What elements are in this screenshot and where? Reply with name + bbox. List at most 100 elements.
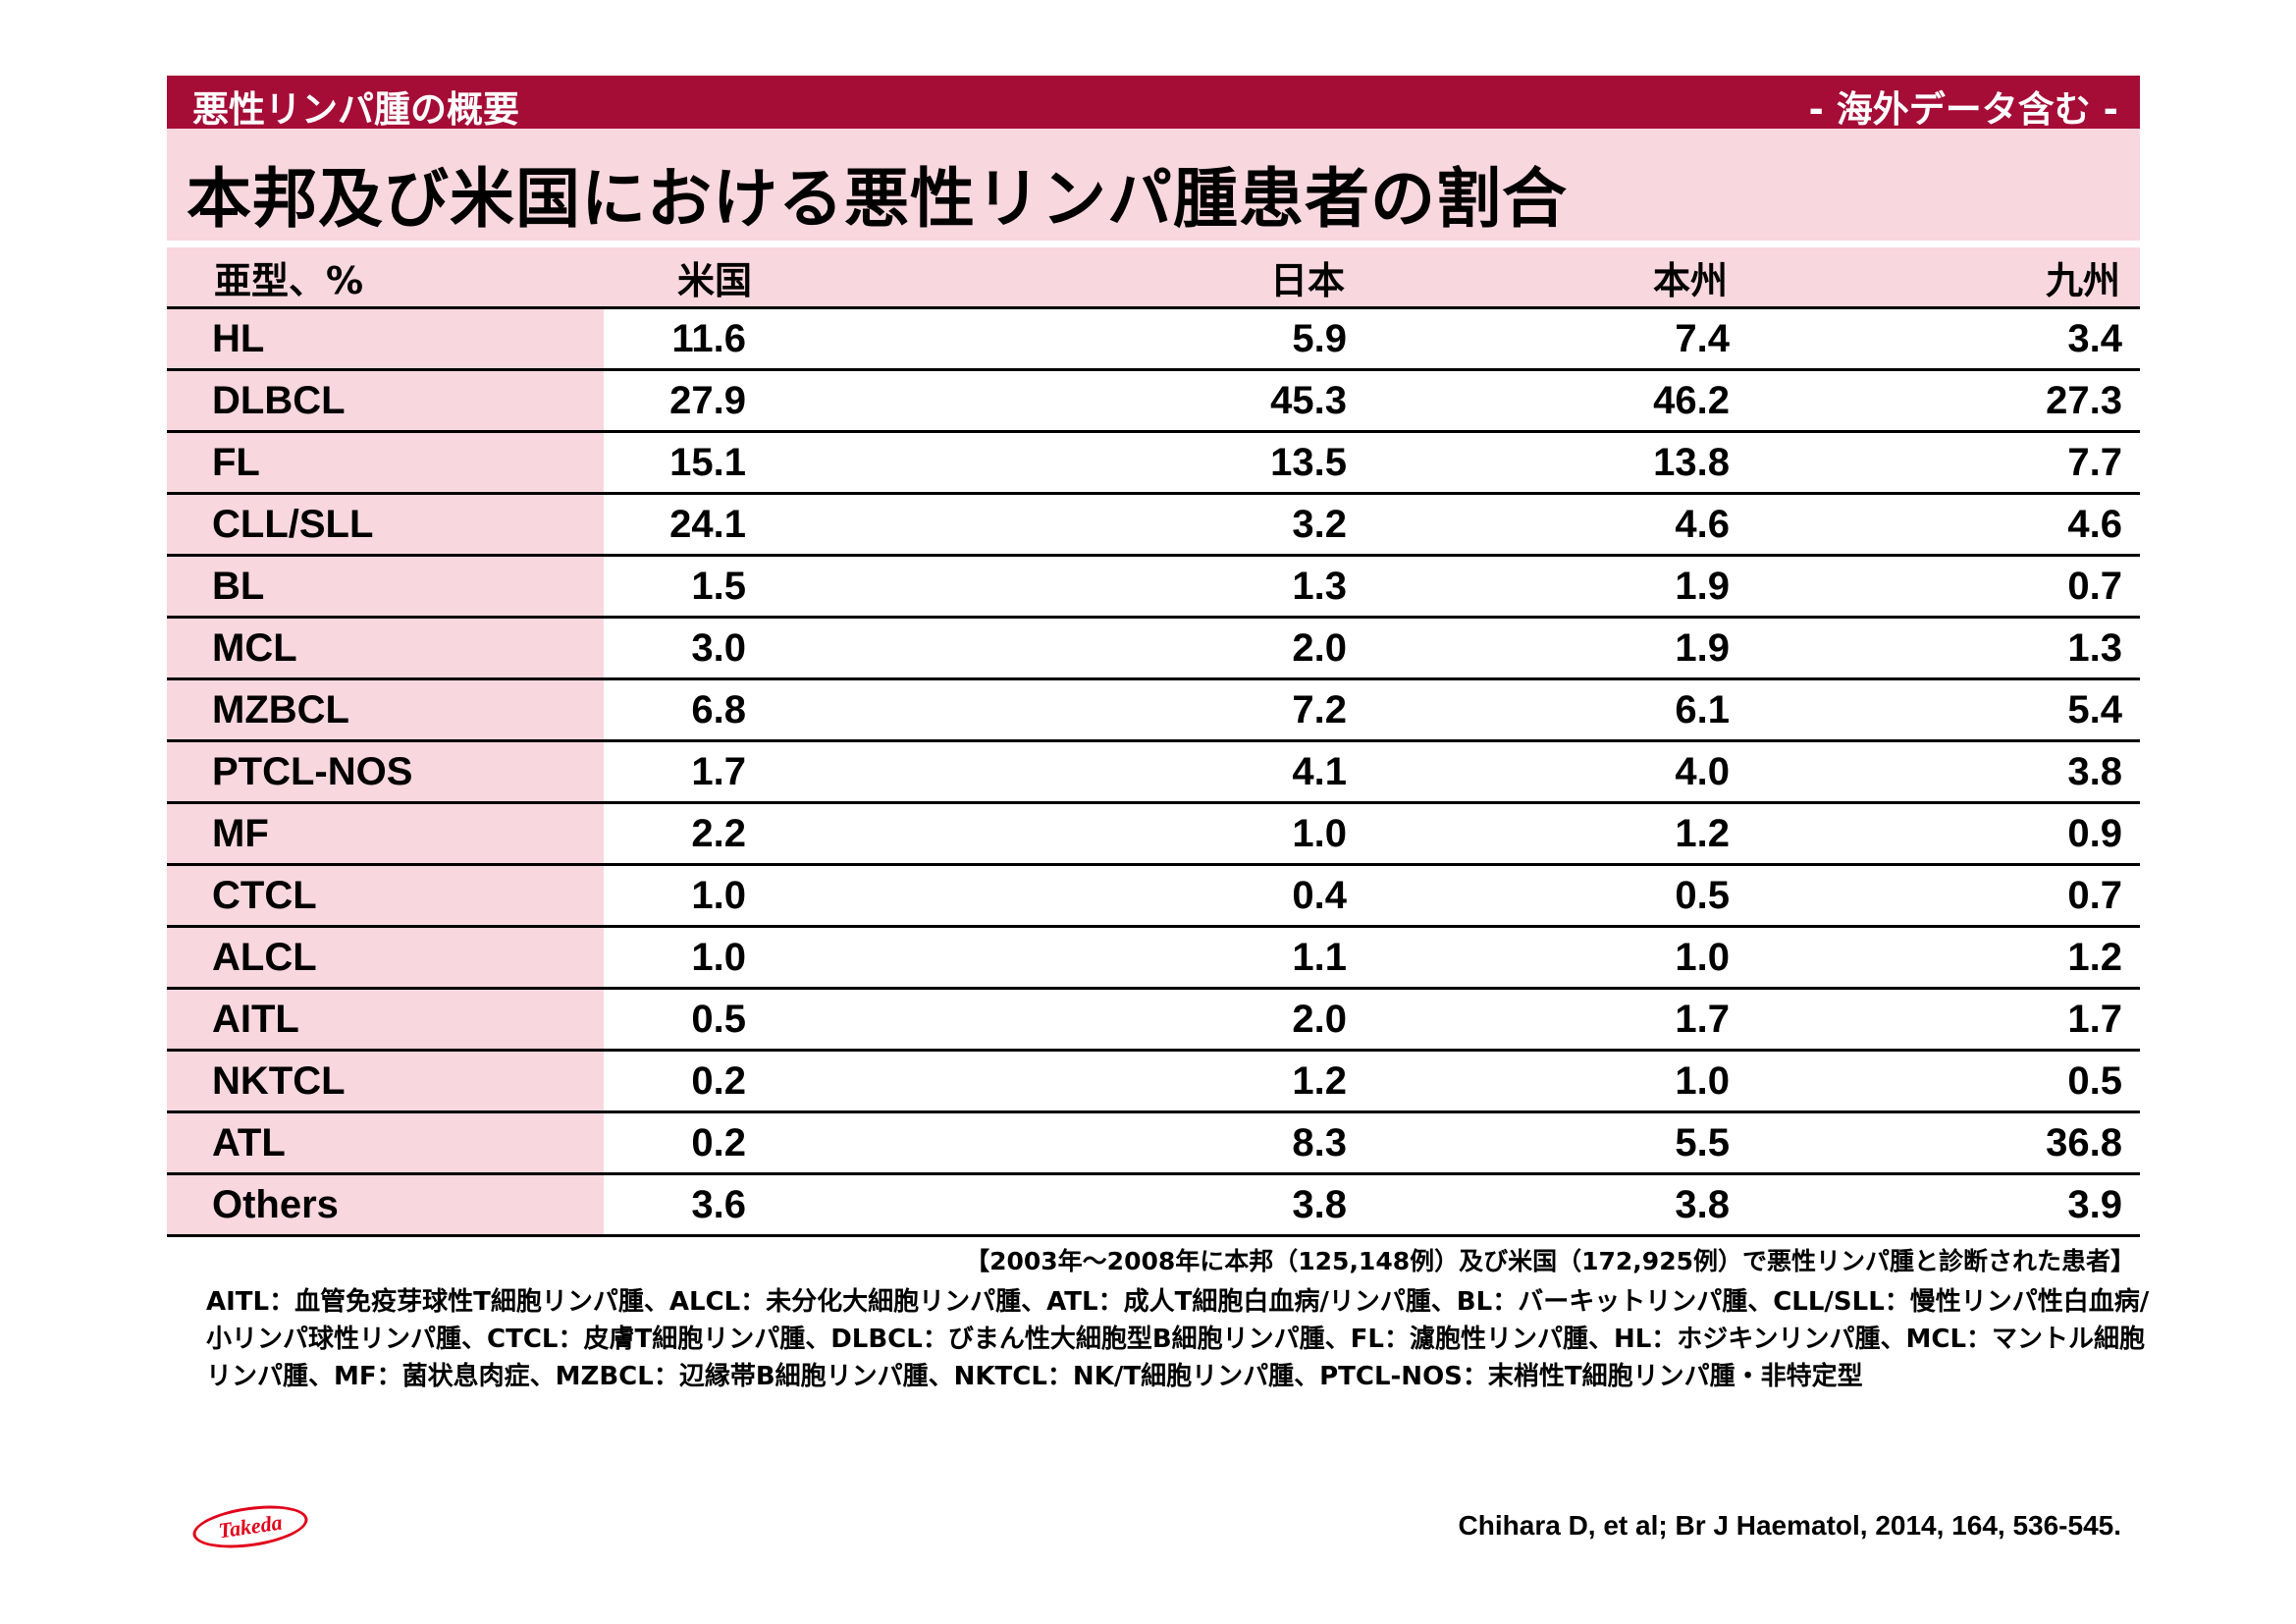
japan-value-cell: 2.0 [982, 988, 1364, 1052]
title-banner: 本邦及び米国における悪性リンパ腫患者の割合 [167, 129, 2140, 241]
honshu-value-cell: 1.2 [1364, 802, 1747, 866]
kyushu-value-cell: 1.2 [1747, 926, 2140, 990]
usa-value-cell: 1.0 [604, 926, 982, 990]
table-row: ALCL 1.0 1.1 1.0 1.2 [167, 926, 2140, 990]
table-row: CLL/SLL 24.1 3.2 4.6 4.6 [167, 493, 2140, 557]
kyushu-value-cell: 1.7 [1747, 988, 2140, 1052]
honshu-value-cell: 6.1 [1364, 678, 1747, 742]
subtype-cell: Others [167, 1173, 604, 1237]
column-header-kyushu: 九州 [1747, 247, 2140, 309]
usa-value-cell: 2.2 [604, 802, 982, 866]
subtype-cell: HL [167, 307, 604, 371]
kyushu-value-cell: 3.8 [1747, 740, 2140, 804]
kyushu-value-cell: 27.3 [1747, 369, 2140, 433]
japan-value-cell: 5.9 [982, 307, 1364, 371]
honshu-value-cell: 5.5 [1364, 1111, 1747, 1175]
usa-value-cell: 1.0 [604, 864, 982, 928]
honshu-value-cell: 46.2 [1364, 369, 1747, 433]
japan-value-cell: 4.1 [982, 740, 1364, 804]
honshu-value-cell: 1.0 [1364, 1050, 1747, 1113]
honshu-value-cell: 7.4 [1364, 307, 1747, 371]
table-row: MF 2.2 1.0 1.2 0.9 [167, 802, 2140, 866]
honshu-value-cell: 4.6 [1364, 493, 1747, 557]
japan-value-cell: 13.5 [982, 431, 1364, 495]
kyushu-value-cell: 0.5 [1747, 1050, 2140, 1113]
takeda-logo-text: Takeda [216, 1509, 284, 1543]
kyushu-value-cell: 0.7 [1747, 864, 2140, 928]
usa-value-cell: 24.1 [604, 493, 982, 557]
kyushu-value-cell: 0.9 [1747, 802, 2140, 866]
table-row: PTCL-NOS 1.7 4.1 4.0 3.8 [167, 740, 2140, 804]
usa-value-cell: 3.6 [604, 1173, 982, 1237]
usa-value-cell: 0.5 [604, 988, 982, 1052]
honshu-value-cell: 1.7 [1364, 988, 1747, 1052]
column-header-japan: 日本 [982, 247, 1364, 309]
subtype-cell: MCL [167, 617, 604, 680]
column-header-subtype: 亜型、% [167, 247, 604, 309]
table-row: CTCL 1.0 0.4 0.5 0.7 [167, 864, 2140, 928]
japan-value-cell: 45.3 [982, 369, 1364, 433]
usa-value-cell: 1.7 [604, 740, 982, 804]
kyushu-value-cell: 1.3 [1747, 617, 2140, 680]
kyushu-value-cell: 0.7 [1747, 555, 2140, 619]
table-row: FL 15.1 13.5 13.8 7.7 [167, 431, 2140, 495]
column-header-honshu: 本州 [1364, 247, 1747, 309]
kyushu-value-cell: 4.6 [1747, 493, 2140, 557]
subtype-cell: AITL [167, 988, 604, 1052]
usa-value-cell: 0.2 [604, 1050, 982, 1113]
subtype-cell: CLL/SLL [167, 493, 604, 557]
subtype-cell: DLBCL [167, 369, 604, 433]
slide-title: 本邦及び米国における悪性リンパ腫患者の割合 [187, 161, 1568, 237]
subtype-cell: CTCL [167, 864, 604, 928]
usa-value-cell: 0.2 [604, 1111, 982, 1175]
table-row: MCL 3.0 2.0 1.9 1.3 [167, 617, 2140, 680]
data-scope-note: - 海外データ含む - [1808, 88, 2118, 131]
japan-value-cell: 1.0 [982, 802, 1364, 866]
honshu-value-cell: 4.0 [1364, 740, 1747, 804]
kyushu-value-cell: 3.4 [1747, 307, 2140, 371]
subtype-cell: NKTCL [167, 1050, 604, 1113]
table-row: BL 1.5 1.3 1.9 0.7 [167, 555, 2140, 619]
section-title: 悪性リンパ腫の概要 [192, 88, 519, 131]
japan-value-cell: 3.8 [982, 1173, 1364, 1237]
japan-value-cell: 7.2 [982, 678, 1364, 742]
table-row: DLBCL 27.9 45.3 46.2 27.3 [167, 369, 2140, 433]
japan-value-cell: 3.2 [982, 493, 1364, 557]
japan-value-cell: 2.0 [982, 617, 1364, 680]
table-header-row: 亜型、% 米国 日本 本州 九州 [167, 247, 2140, 309]
usa-value-cell: 1.5 [604, 555, 982, 619]
table-row: ATL 0.2 8.3 5.5 36.8 [167, 1111, 2140, 1175]
japan-value-cell: 1.1 [982, 926, 1364, 990]
column-header-usa: 米国 [604, 247, 982, 309]
table-caption: 【2003年～2008年に本邦（125,148例）及び米国（172,925例）で… [965, 1247, 2135, 1275]
subtype-cell: MZBCL [167, 678, 604, 742]
kyushu-value-cell: 7.7 [1747, 431, 2140, 495]
subtype-cell: MF [167, 802, 604, 866]
japan-value-cell: 8.3 [982, 1111, 1364, 1175]
usa-value-cell: 27.9 [604, 369, 982, 433]
honshu-value-cell: 1.0 [1364, 926, 1747, 990]
table-row: Others 3.6 3.8 3.8 3.9 [167, 1173, 2140, 1237]
lymphoma-subtype-table: 亜型、% 米国 日本 本州 九州 HL 11.6 5.9 7.4 3.4 DLBCL 27.… [167, 247, 2140, 1237]
section-banner: 悪性リンパ腫の概要 - 海外データ含む - [167, 76, 2140, 131]
subtype-cell: ALCL [167, 926, 604, 990]
reference-citation: Chihara D, et al; Br J Haematol, 2014, 1… [1458, 1510, 2121, 1541]
subtype-cell: BL [167, 555, 604, 619]
honshu-value-cell: 0.5 [1364, 864, 1747, 928]
table-row: HL 11.6 5.9 7.4 3.4 [167, 307, 2140, 371]
subtype-cell: FL [167, 431, 604, 495]
japan-value-cell: 1.2 [982, 1050, 1364, 1113]
japan-value-cell: 0.4 [982, 864, 1364, 928]
usa-value-cell: 11.6 [604, 307, 982, 371]
subtype-cell: PTCL-NOS [167, 740, 604, 804]
usa-value-cell: 15.1 [604, 431, 982, 495]
kyushu-value-cell: 36.8 [1747, 1111, 2140, 1175]
table-row: NKTCL 0.2 1.2 1.0 0.5 [167, 1050, 2140, 1113]
honshu-value-cell: 3.8 [1364, 1173, 1747, 1237]
table-row: MZBCL 6.8 7.2 6.1 5.4 [167, 678, 2140, 742]
table-row: AITL 0.5 2.0 1.7 1.7 [167, 988, 2140, 1052]
kyushu-value-cell: 5.4 [1747, 678, 2140, 742]
kyushu-value-cell: 3.9 [1747, 1173, 2140, 1237]
subtype-cell: ATL [167, 1111, 604, 1175]
table-body: HL 11.6 5.9 7.4 3.4 DLBCL 27.9 45.3 46.2 27.3 FL 15… [167, 307, 2140, 1237]
